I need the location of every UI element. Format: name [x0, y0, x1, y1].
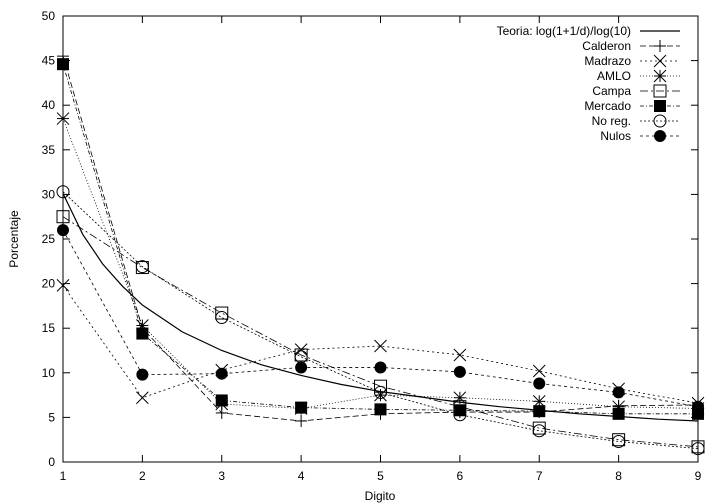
series-line — [62, 216, 699, 448]
y-tick-label: 50 — [42, 9, 56, 23]
legend-marker — [654, 130, 666, 142]
legend: Teoria: log(1+1/d)/log(10)CalderonMadraz… — [497, 24, 680, 143]
theory-layer — [62, 193, 699, 422]
data-point — [374, 361, 387, 374]
data-point — [295, 361, 308, 374]
x-tick-label: 1 — [60, 469, 67, 483]
x-tick-label: 2 — [139, 469, 146, 483]
data-point — [374, 379, 387, 393]
data-point — [215, 394, 228, 407]
x-tick-label: 3 — [218, 469, 225, 483]
x-tick-label: 6 — [457, 469, 464, 483]
legend-marker — [653, 69, 667, 83]
legend-label: Campa — [592, 84, 631, 98]
data-point — [453, 408, 467, 422]
legend-item-no-reg: No reg. — [592, 114, 680, 128]
data-point — [532, 421, 546, 435]
legend-item-campa: Campa — [592, 84, 680, 98]
legend-item-teoria-log-1-1-d-log-10: Teoria: log(1+1/d)/log(10) — [497, 24, 680, 38]
data-point — [453, 348, 467, 362]
x-tick-label: 5 — [377, 469, 384, 483]
legend-label: AMLO — [597, 69, 631, 83]
data-point — [612, 434, 626, 448]
y-tick-label: 0 — [48, 455, 55, 469]
data-point — [215, 367, 228, 380]
x-tick-label: 7 — [536, 469, 543, 483]
data-point — [136, 368, 149, 381]
data-point — [374, 388, 387, 402]
legend-label: Mercado — [584, 99, 631, 113]
series-line — [62, 118, 699, 409]
legend-label: Nulos — [600, 129, 631, 143]
y-tick-label: 10 — [42, 366, 56, 380]
series-line — [62, 285, 699, 404]
data-point — [453, 365, 466, 378]
legend-marker — [653, 54, 667, 68]
theory-curve — [62, 193, 699, 422]
legend-item-nulos: Nulos — [600, 129, 680, 143]
data-point — [612, 407, 625, 420]
data-point — [532, 424, 546, 438]
legend-item-madrazo: Madrazo — [584, 54, 680, 68]
legend-marker — [653, 114, 667, 128]
y-tick-label: 20 — [42, 277, 56, 291]
legend-marker — [653, 84, 667, 98]
legend-item-calderon: Calderon — [582, 39, 680, 53]
data-point — [533, 405, 546, 418]
data-point — [215, 306, 229, 320]
x-tick-label: 9 — [695, 469, 702, 483]
x-tick-label: 8 — [615, 469, 622, 483]
data-point — [374, 403, 387, 416]
x-axis-label: Digito — [365, 489, 396, 503]
legend-item-amlo: AMLO — [597, 69, 680, 83]
plot-series — [56, 50, 705, 456]
legend-marker — [654, 100, 666, 112]
data-point — [374, 339, 387, 353]
data-point — [135, 261, 149, 275]
data-point — [612, 386, 625, 399]
data-point — [533, 377, 546, 390]
x-tick-label: 4 — [298, 469, 305, 483]
y-tick-label: 40 — [42, 98, 56, 112]
legend-label: No reg. — [592, 114, 631, 128]
data-point — [453, 404, 466, 417]
y-tick-label: 35 — [42, 143, 56, 157]
legend-label: Calderon — [582, 39, 631, 53]
series-line — [62, 191, 699, 450]
axis-ticks — [62, 15, 699, 463]
y-tick-label: 45 — [42, 54, 56, 68]
legend-marker — [654, 40, 666, 52]
y-axis-label: Porcentaje — [7, 210, 21, 268]
y-tick-label: 15 — [42, 321, 56, 335]
y-tick-label: 25 — [42, 232, 56, 246]
series-nulos — [57, 224, 704, 413]
data-point — [136, 327, 149, 340]
data-point — [136, 391, 149, 405]
y-tick-label: 30 — [42, 187, 56, 201]
data-point — [295, 401, 308, 414]
data-point — [295, 414, 308, 427]
legend-label: Madrazo — [584, 54, 631, 68]
y-tick-label: 5 — [48, 410, 55, 424]
data-point — [215, 310, 229, 324]
data-point — [294, 343, 308, 356]
data-point — [532, 364, 546, 378]
data-point — [135, 260, 149, 274]
legend-item-mercado: Mercado — [584, 99, 680, 113]
legend-label: Teoria: log(1+1/d)/log(10) — [497, 24, 631, 38]
